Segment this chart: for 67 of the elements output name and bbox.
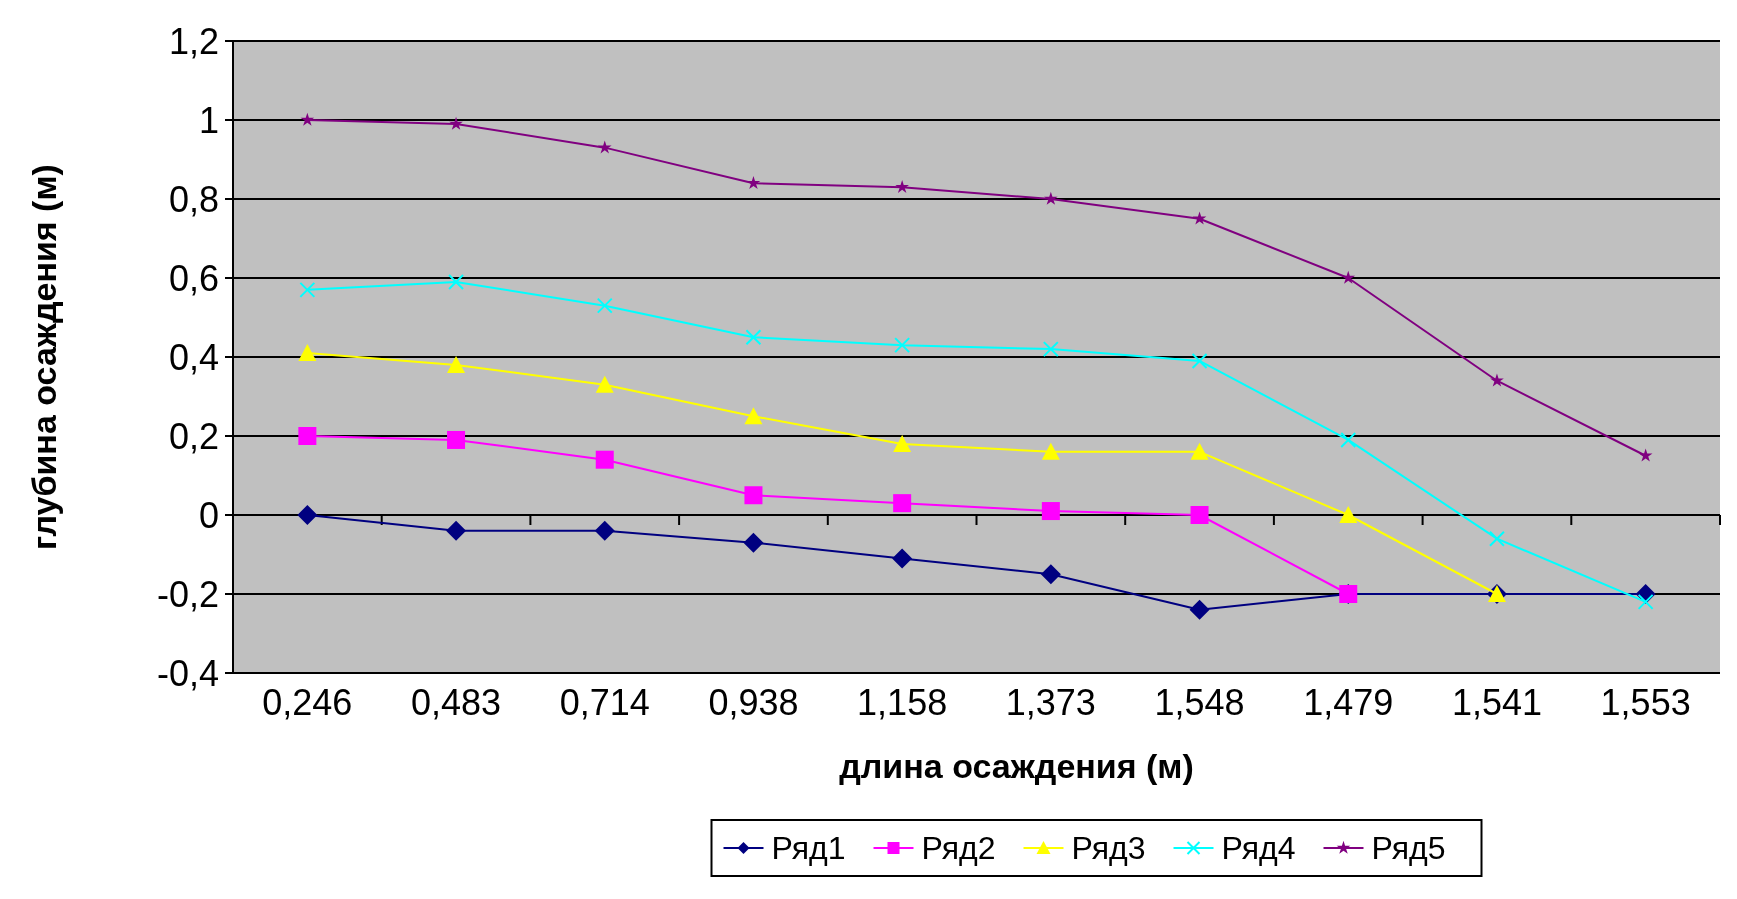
point [1340, 431, 1357, 448]
y-tick-label: 0,4 [168, 336, 219, 378]
point [1190, 506, 1209, 524]
point [1339, 506, 1358, 523]
point [1191, 352, 1208, 369]
point [299, 281, 316, 298]
point [893, 494, 912, 513]
point [449, 116, 463, 130]
point [744, 407, 763, 425]
point [447, 355, 466, 373]
legend-label: Ряд3 [1071, 830, 1146, 867]
point [595, 450, 614, 469]
x-tick-label: 1,158 [857, 682, 948, 723]
y-tick-label: -0,2 [156, 573, 219, 615]
y-tick-label: 1,2 [168, 20, 219, 62]
y-tick-label: 0 [198, 494, 219, 536]
y-tick-label: -0,4 [156, 652, 219, 694]
point [1044, 191, 1058, 205]
x-tick-label: 0,714 [559, 682, 650, 723]
y-axis-title: глубина осаждения (м) [25, 164, 63, 550]
point [596, 297, 613, 314]
point [893, 434, 912, 452]
point [597, 140, 612, 154]
y-tick-label: 1 [198, 99, 219, 141]
x-tick-label: 1,541 [1451, 682, 1542, 723]
y-tick-label: 0,2 [168, 415, 219, 457]
point [892, 548, 913, 569]
x-tick-label: 0,246 [262, 682, 353, 723]
point [446, 520, 467, 541]
point [1490, 373, 1504, 387]
x-tick-label: 1,373 [1005, 682, 1096, 723]
point [1638, 448, 1653, 462]
point [744, 486, 763, 505]
point [1041, 502, 1060, 521]
legend-label: Ряд2 [921, 830, 996, 867]
x-tick-label: 1,553 [1600, 682, 1691, 723]
point [298, 344, 317, 362]
point [1190, 442, 1209, 460]
legend-label: Ряд4 [1221, 830, 1296, 867]
point [1189, 599, 1210, 620]
y-tick-label: 0,6 [168, 257, 219, 299]
point [746, 176, 761, 190]
point [448, 273, 465, 290]
point [297, 505, 318, 525]
point [743, 532, 764, 553]
legend-label: Ряд5 [1371, 830, 1446, 867]
legend-label: Ряд1 [771, 830, 846, 867]
point [1042, 341, 1059, 358]
point [298, 427, 317, 445]
x-tick-label: 1,548 [1154, 682, 1245, 723]
point [745, 329, 762, 346]
x-tick-label: 0,938 [708, 682, 799, 723]
point [594, 520, 615, 541]
x-tick-label: 0,483 [411, 682, 502, 723]
point [895, 179, 909, 193]
x-axis-title: длина осаждения (м) [839, 747, 1194, 785]
point [1041, 442, 1060, 460]
point [1637, 593, 1654, 610]
point [894, 337, 911, 354]
x-tick-label: 1,479 [1303, 682, 1394, 723]
point [300, 112, 315, 126]
point [595, 375, 614, 393]
point [1341, 270, 1356, 284]
y-tick-label: 0,8 [168, 178, 219, 220]
point [447, 430, 466, 449]
point [1488, 530, 1505, 547]
point [1040, 564, 1061, 585]
